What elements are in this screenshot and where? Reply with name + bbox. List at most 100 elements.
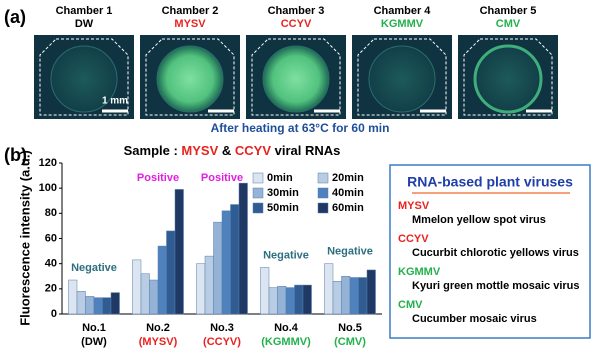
x-tick-sample: (CMV) [334, 336, 366, 348]
bar [93, 297, 103, 315]
chamber-outline [251, 38, 341, 116]
bar [277, 286, 287, 315]
x-tick-label: No.4 [274, 322, 299, 334]
legend-label: 40min [332, 187, 364, 199]
virus-name: Cucurbit chlorotic yellows virus [412, 247, 579, 259]
chamber-well [262, 45, 330, 113]
bar [110, 292, 120, 315]
chamber-sample: DW [75, 18, 94, 30]
title-part: & [218, 143, 235, 158]
y-tick-label: 100 [39, 182, 57, 194]
scale-bar-label: 1 mm [102, 96, 128, 107]
virus-name: Cucumber mosaic virus [412, 313, 537, 325]
chamber-outline [145, 38, 235, 116]
legend-swatch [317, 172, 329, 184]
chamber-name: Chamber 4 [374, 5, 432, 17]
bar [294, 284, 304, 315]
bar [196, 263, 206, 315]
x-tick-label: No.1 [82, 322, 106, 334]
y-tick-label: 80 [45, 207, 57, 219]
bar [157, 245, 167, 315]
bar [332, 281, 342, 315]
x-tick-sample: (MYSV) [139, 336, 178, 348]
bar [132, 259, 142, 315]
legend-label: 20min [332, 172, 364, 184]
y-axis-label: Fluorescence intensity (a.u.) [17, 150, 32, 326]
virus-box-title: RNA-based plant viruses [407, 174, 573, 190]
bar [366, 269, 376, 315]
x-tick-label: No.2 [146, 322, 170, 334]
bar [166, 230, 176, 315]
bar [230, 204, 240, 315]
chamber-outline [39, 38, 129, 116]
legend-swatch [252, 202, 264, 214]
bar [140, 273, 150, 315]
chamber-sample: CMV [496, 18, 521, 30]
legend-swatch [252, 187, 264, 199]
chamber-well [50, 45, 118, 113]
chamber-well [473, 44, 543, 114]
virus-abbr: MYSV [398, 200, 430, 212]
bar [221, 210, 231, 315]
title-part: CCYV [235, 143, 271, 158]
chamber-name: Chamber 2 [162, 5, 219, 17]
bar [302, 284, 312, 315]
title-part: Sample : [124, 143, 182, 158]
bar [358, 277, 368, 315]
virus-abbr: CMV [398, 299, 423, 311]
virus-abbr: CCYV [398, 233, 429, 245]
bar [68, 279, 78, 315]
title-part: viral RNAs [271, 143, 340, 158]
chamber-sample: MYSV [174, 18, 206, 30]
bar [268, 287, 278, 315]
legend-label: 60min [332, 202, 364, 214]
bar [174, 189, 184, 315]
virus-box [389, 164, 591, 339]
title-part: MYSV [181, 143, 218, 158]
annotation: Negative [71, 262, 117, 274]
bar [213, 221, 223, 315]
y-tick-label: 120 [39, 157, 57, 169]
x-tick-sample: (KGMMV) [261, 336, 311, 348]
panel-label: (b) [4, 145, 27, 165]
virus-name: Kyuri green mottle mosaic virus [412, 280, 580, 292]
chamber-outline [357, 38, 447, 116]
bar [324, 263, 334, 315]
chamber-well [368, 45, 436, 113]
bar [204, 255, 214, 315]
annotation: Positive [137, 172, 179, 184]
annotation: Negative [263, 249, 309, 261]
bar [349, 277, 359, 315]
annotation: Positive [201, 172, 243, 184]
chamber-sample: CCYV [281, 18, 312, 30]
y-tick-label: 20 [45, 283, 57, 295]
annotation: Negative [327, 246, 373, 258]
chart-title: Sample : MYSV & CCYV viral RNAs [124, 143, 341, 158]
legend-swatch [317, 202, 329, 214]
x-tick-sample: (CCYV) [203, 336, 241, 348]
bar [341, 276, 351, 315]
chamber-name: Chamber 1 [56, 5, 113, 17]
virus-abbr: KGMMV [398, 266, 441, 278]
legend-swatch [252, 172, 264, 184]
x-tick-label: No.3 [210, 322, 234, 334]
y-tick-label: 60 [45, 232, 57, 244]
chamber-sample: KGMMV [381, 18, 424, 30]
bar [76, 291, 86, 315]
caption: After heating at 63°C for 60 min [211, 121, 390, 135]
panel-label: (a) [4, 7, 26, 27]
bar [149, 279, 159, 315]
chamber-name: Chamber 5 [480, 5, 537, 17]
bar [238, 182, 248, 315]
chamber-name: Chamber 3 [268, 5, 325, 17]
legend-label: 0min [267, 172, 293, 184]
bar [260, 267, 270, 315]
bar [285, 287, 295, 315]
y-tick-label: 0 [51, 308, 57, 320]
chamber-well [156, 45, 224, 113]
bar [85, 296, 95, 315]
virus-name: Mmelon yellow spot virus [412, 214, 546, 226]
legend-label: 50min [267, 202, 299, 214]
x-tick-label: No.5 [338, 322, 362, 334]
